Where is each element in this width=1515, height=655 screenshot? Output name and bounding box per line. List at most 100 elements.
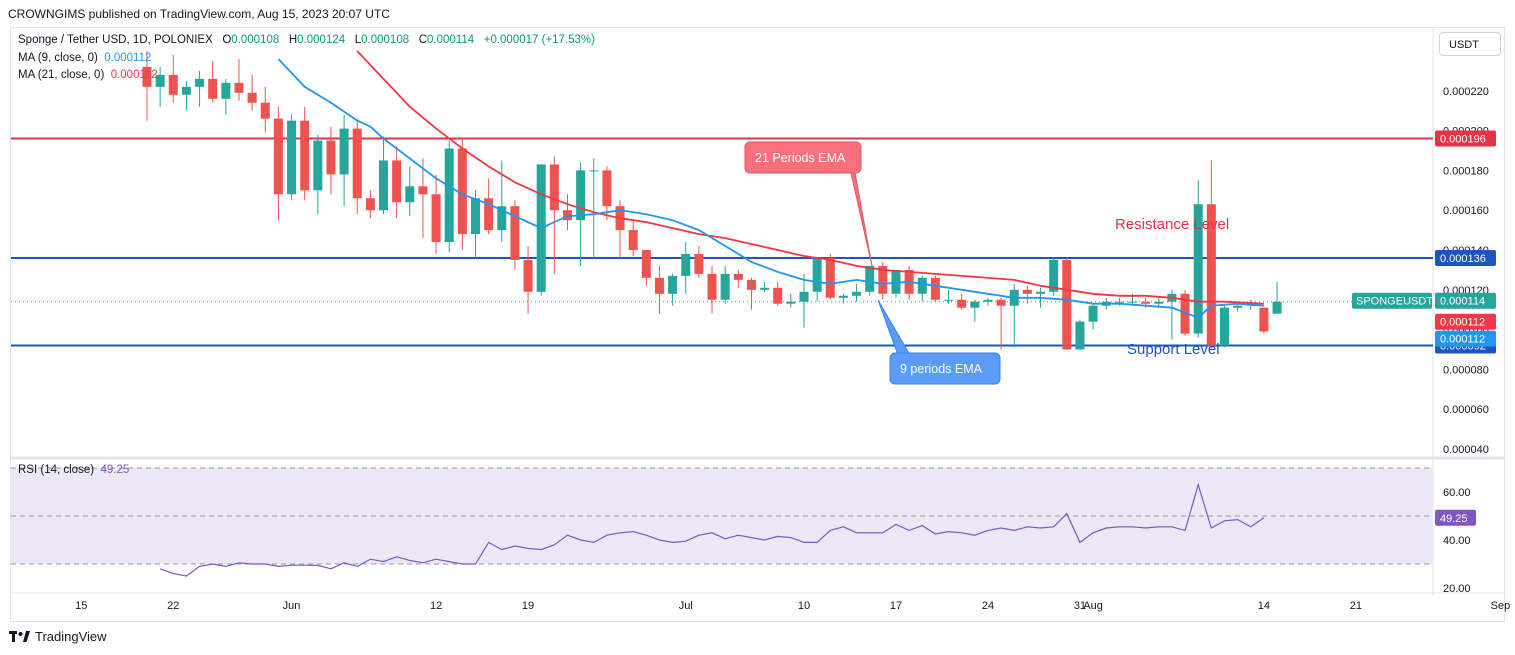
ma21-price-tag-label: 0.000112	[1440, 317, 1485, 329]
legend-high: 0.000124	[297, 34, 346, 46]
time-tick-label: 19	[522, 600, 534, 612]
candle-up	[1219, 307, 1229, 346]
rsi-tick-label: 40.00	[1443, 535, 1471, 547]
candle-down	[1141, 301, 1151, 304]
tradingview-wordmark: TradingView	[35, 629, 107, 644]
candle-down	[273, 118, 283, 195]
callout-21-box[interactable]	[744, 141, 862, 174]
candle-down	[878, 265, 888, 294]
price-tick-label: 0.000160	[1443, 205, 1489, 217]
time-tick-label: Aug	[1083, 600, 1103, 612]
candle-up	[1075, 321, 1085, 350]
candle-down	[602, 170, 612, 207]
candle-down	[326, 140, 336, 175]
time-tick-label: 22	[167, 600, 179, 612]
legend-ma9[interactable]: MA (9, close, 0) 0.000112	[18, 52, 151, 64]
candle-down	[957, 299, 967, 308]
candle-up	[195, 78, 205, 87]
candlestick-series	[142, 51, 1282, 350]
price-tick-label: 0.000220	[1443, 86, 1489, 98]
candle-down	[549, 164, 559, 211]
time-tick-label: 12	[430, 600, 442, 612]
rsi-value-tag	[1435, 509, 1476, 526]
chart-frame	[10, 27, 1505, 622]
candle-up	[1088, 305, 1098, 322]
candle-up	[799, 291, 809, 302]
candle-down	[562, 210, 572, 221]
price-tick-label: 0.000180	[1443, 165, 1489, 177]
candle-down	[260, 102, 270, 119]
candle-down	[1206, 204, 1216, 346]
candle-down	[234, 82, 244, 93]
candle-up	[1272, 301, 1282, 314]
rsi-tick-label: 60.00	[1443, 487, 1471, 499]
candle-up	[181, 86, 191, 95]
candle-down	[510, 206, 520, 260]
ma9-price-tag	[1435, 330, 1496, 347]
tradingview-logo[interactable]: TradingView	[9, 629, 107, 644]
candle-up	[405, 186, 415, 203]
horizontal-levels[interactable]	[11, 137, 1433, 347]
candle-down	[1062, 259, 1072, 350]
legend-rsi[interactable]: RSI (14, close) 49.25	[18, 464, 129, 476]
ma21-value: 0.000112	[110, 69, 158, 81]
resistance-level-tag-label: 0.000136	[1440, 253, 1486, 265]
upper-red-level-tag	[1435, 130, 1496, 147]
legend-high-label: H	[288, 34, 298, 46]
rsi-value-tag-label: 49.25	[1440, 513, 1468, 525]
candle-up	[313, 140, 323, 191]
moving-averages	[277, 50, 1264, 319]
candle-up	[287, 120, 297, 195]
candle-down	[247, 92, 257, 103]
candle-down	[1180, 293, 1190, 334]
candle-up	[891, 269, 901, 294]
candle-up	[1036, 291, 1046, 294]
candle-down	[457, 148, 467, 235]
candle-up	[944, 299, 954, 301]
resistance-level-text[interactable]: Resistance Level	[1115, 216, 1229, 233]
candle-down	[484, 198, 494, 231]
candle-down	[1022, 289, 1032, 294]
legend-close: 0.000114	[427, 34, 475, 46]
time-tick-label: 15	[75, 600, 87, 612]
support-level-text[interactable]: Support Level	[1127, 341, 1220, 358]
legend-ma21[interactable]: MA (21, close, 0) 0.000112	[18, 69, 158, 81]
tradingview-logo-icon	[9, 630, 30, 642]
candle-down	[746, 279, 756, 290]
candle-up	[983, 299, 993, 302]
time-tick-label: 17	[890, 600, 902, 612]
legend-low: 0.000108	[361, 34, 410, 46]
callout-9-label: 9 periods EMA	[900, 362, 983, 376]
ma9-price-tag-label: 0.000112	[1440, 334, 1485, 346]
annotations[interactable]: Resistance Level Support Level 21 Periods …	[744, 141, 1229, 385]
candle-down	[418, 186, 428, 195]
candle-up	[155, 74, 165, 87]
candle-down	[628, 230, 638, 250]
candle-up	[576, 170, 586, 221]
candle-down	[208, 78, 218, 99]
candle-up	[838, 295, 848, 298]
callout-9-box[interactable]	[889, 352, 1001, 385]
time-tick-label: 24	[982, 600, 994, 612]
time-tick-label: 10	[798, 600, 810, 612]
candle-up	[812, 257, 822, 292]
candle-up	[1049, 259, 1059, 292]
candle-up	[786, 301, 796, 304]
candle-up	[471, 198, 480, 235]
publisher-line: CROWNGIMS published on TradingView.com, …	[8, 7, 390, 21]
candle-down	[300, 120, 310, 191]
candle-up	[497, 206, 507, 231]
rsi-tick-label: 20.00	[1443, 583, 1471, 595]
candle-down	[523, 259, 533, 292]
candle-up	[852, 291, 862, 296]
axes: 0.0002200.0002000.0001800.0001600.000140…	[75, 86, 1510, 612]
callout-9-pointer	[877, 299, 911, 356]
candle-up	[668, 275, 678, 294]
currency-button[interactable]: USDT	[1439, 32, 1501, 56]
time-tick-label: Sep	[1491, 600, 1511, 612]
time-tick-label: Jun	[283, 600, 301, 612]
candle-down	[352, 128, 362, 199]
candle-up	[1233, 305, 1243, 308]
candle-up	[339, 128, 349, 175]
